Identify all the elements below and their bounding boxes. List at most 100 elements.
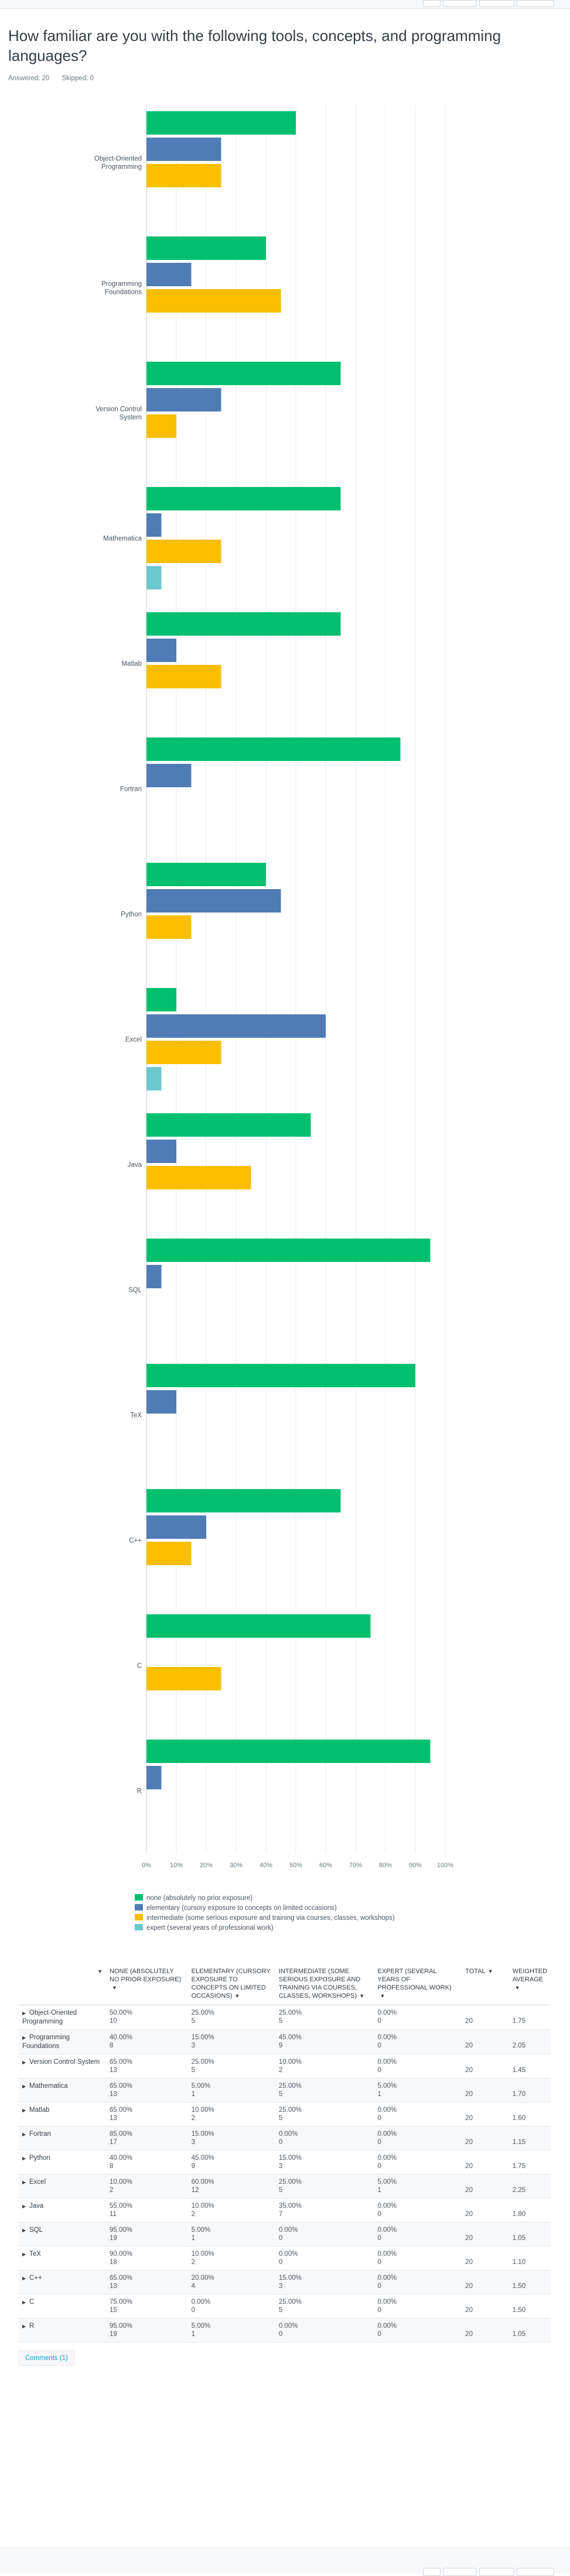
sort-caret-icon[interactable]: ▼ [359, 1993, 365, 1999]
expand-row-icon[interactable]: ▶ [22, 2180, 26, 2185]
expand-row-icon[interactable]: ▶ [22, 2252, 26, 2257]
bottom-button-4[interactable] [517, 2568, 554, 2576]
cell-percent: 0.00% [191, 2299, 211, 2306]
bottom-button-2[interactable] [443, 2568, 477, 2576]
sort-caret-icon[interactable]: ▼ [112, 1985, 117, 1991]
table-cell: 0.00% 0 [374, 2054, 462, 2078]
total-cell: 20 [462, 2270, 509, 2294]
total-cell: 20 [462, 2150, 509, 2174]
row-weighted-average: 1.70 [512, 2091, 526, 2098]
cell-count: 5 [278, 2091, 283, 2098]
cell-percent: 0.00% [377, 2203, 397, 2210]
sort-caret-icon[interactable]: ▼ [514, 1985, 520, 1991]
header-intermediate[interactable]: INTERMEDIATE (SOME SERIOUS EXPOSURE AND … [275, 1963, 374, 2005]
cell-percent: 25.00% [278, 2179, 302, 2186]
cell-count: 1 [191, 2235, 196, 2242]
category-label: Object-Oriented [94, 156, 142, 163]
sort-caret-icon[interactable]: ▼ [234, 1993, 240, 1999]
table-row: ▶ Object-Oriented Programming 50.00% 10 25.0… [19, 2005, 551, 2030]
toolbar-button-1[interactable] [423, 0, 441, 7]
row-label: ▶ SQL [19, 2222, 106, 2246]
header-weighted-average[interactable]: WEIGHTED AVERAGE▼ [508, 1963, 551, 2005]
cell-count: 3 [191, 2139, 196, 2146]
expand-row-icon[interactable]: ▶ [22, 2300, 26, 2305]
table-cell: 20.00% 4 [187, 2270, 275, 2294]
expand-row-icon[interactable]: ▶ [22, 2011, 26, 2016]
header-total[interactable]: TOTAL ▼ [462, 1963, 509, 2005]
cell-percent: 0.00% [377, 2131, 397, 2138]
bar [146, 1542, 192, 1565]
row-label: ▶ C [19, 2294, 106, 2318]
bar [146, 1489, 341, 1512]
toolbar-button-2[interactable] [443, 0, 477, 7]
bar [146, 612, 341, 636]
cell-percent: 0.00% [278, 2251, 298, 2258]
bar [146, 1515, 206, 1539]
expand-row-icon[interactable]: ▶ [22, 2084, 26, 2089]
cell-percent: 15.00% [278, 2155, 302, 2162]
cell-count: 2 [191, 2211, 196, 2218]
row-label-text: Python [29, 2155, 50, 2162]
expand-row-icon[interactable]: ▶ [22, 2228, 26, 2233]
row-label-text: C [29, 2299, 35, 2306]
cell-count: 18 [110, 2259, 117, 2266]
row-weighted-average: 1.10 [512, 2259, 526, 2266]
table-cell: 0.00% 0 [374, 2294, 462, 2318]
cell-percent: 10.00% [278, 2059, 302, 2066]
row-label-text: Version Control System [29, 2059, 100, 2066]
header-row-labels[interactable]: ▼ [19, 1963, 106, 2005]
sort-caret-icon[interactable]: ▼ [487, 1968, 493, 1974]
cell-percent: 5.00% [191, 2227, 211, 2234]
table-cell: 45.00% 9 [187, 2150, 275, 2174]
expand-row-icon[interactable]: ▶ [22, 2035, 26, 2040]
expand-row-icon[interactable]: ▶ [22, 2324, 26, 2329]
bar [146, 540, 221, 563]
cell-percent: 0.00% [278, 2227, 298, 2234]
sort-caret-icon[interactable]: ▼ [97, 1968, 103, 1974]
table-cell: 0.00% 0 [275, 2318, 374, 2342]
table-cell: 65.00% 13 [106, 2102, 188, 2126]
table-cell: 10.00% 2 [187, 2198, 275, 2222]
category-label: SQL [128, 1287, 142, 1294]
table-cell: 0.00% 0 [187, 2294, 275, 2318]
expand-row-icon[interactable]: ▶ [22, 2132, 26, 2137]
weighted-average-cell: 1.05 [508, 2318, 551, 2342]
table-cell: 95.00% 19 [106, 2318, 188, 2342]
bar [146, 1067, 162, 1090]
cell-count: 2 [110, 2187, 114, 2194]
expand-row-icon[interactable]: ▶ [22, 2060, 26, 2065]
expand-row-icon[interactable]: ▶ [22, 2156, 26, 2161]
bottom-button-3[interactable] [479, 2568, 514, 2576]
bar [146, 236, 266, 260]
expand-row-icon[interactable]: ▶ [22, 2108, 26, 2113]
cell-percent: 65.00% [110, 2107, 133, 2114]
cell-count: 0 [377, 2259, 381, 2266]
header-none[interactable]: NONE (ABSOLUTELY NO PRIOR EXPOSURE)▼ [106, 1963, 188, 2005]
row-label-text: Matlab [29, 2107, 50, 2114]
sort-caret-icon[interactable]: ▼ [380, 1993, 385, 1999]
expand-row-icon[interactable]: ▶ [22, 2204, 26, 2209]
cell-count: 5 [278, 2307, 283, 2314]
toolbar-button-3[interactable] [479, 0, 514, 7]
bar [146, 414, 176, 438]
x-tick-label: 90% [409, 1862, 422, 1869]
x-tick-label: 60% [319, 1862, 332, 1869]
cell-percent: 0.00% [377, 2299, 397, 2306]
table-cell: 25.00% 5 [275, 2102, 374, 2126]
header-expert[interactable]: EXPERT (SEVERAL YEARS OF PROFESSIONAL WO… [374, 1963, 462, 2005]
cell-count: 5 [191, 2018, 196, 2025]
answered-count: Answered: 20 [8, 75, 50, 82]
toolbar-button-4[interactable] [517, 0, 554, 7]
weighted-average-cell: 1.80 [508, 2198, 551, 2222]
cell-percent: 25.00% [278, 2083, 302, 2090]
table-cell: 65.00% 13 [106, 2054, 188, 2078]
comments-link[interactable]: Comments (1) [19, 2351, 74, 2366]
bar [146, 1239, 431, 1262]
row-weighted-average: 1.45 [512, 2067, 526, 2074]
cell-percent: 0.00% [278, 2323, 298, 2330]
header-elementary[interactable]: ELEMENTARY (CURSORY EXPOSURE TO CONCEPTS… [187, 1963, 275, 2005]
bar [146, 1740, 431, 1763]
table-cell: 0.00% 0 [275, 2126, 374, 2150]
expand-row-icon[interactable]: ▶ [22, 2276, 26, 2281]
bottom-button-1[interactable] [423, 2568, 441, 2576]
